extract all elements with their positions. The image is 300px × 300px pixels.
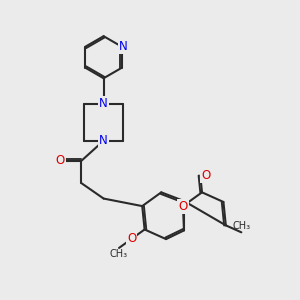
Text: O: O [127,232,136,245]
Text: CH₃: CH₃ [110,250,128,260]
Text: N: N [99,134,108,147]
Text: N: N [119,40,128,53]
Text: N: N [99,97,108,110]
Text: O: O [56,154,64,167]
Text: O: O [178,200,188,213]
Text: CH₃: CH₃ [232,221,250,231]
Text: O: O [201,169,211,182]
